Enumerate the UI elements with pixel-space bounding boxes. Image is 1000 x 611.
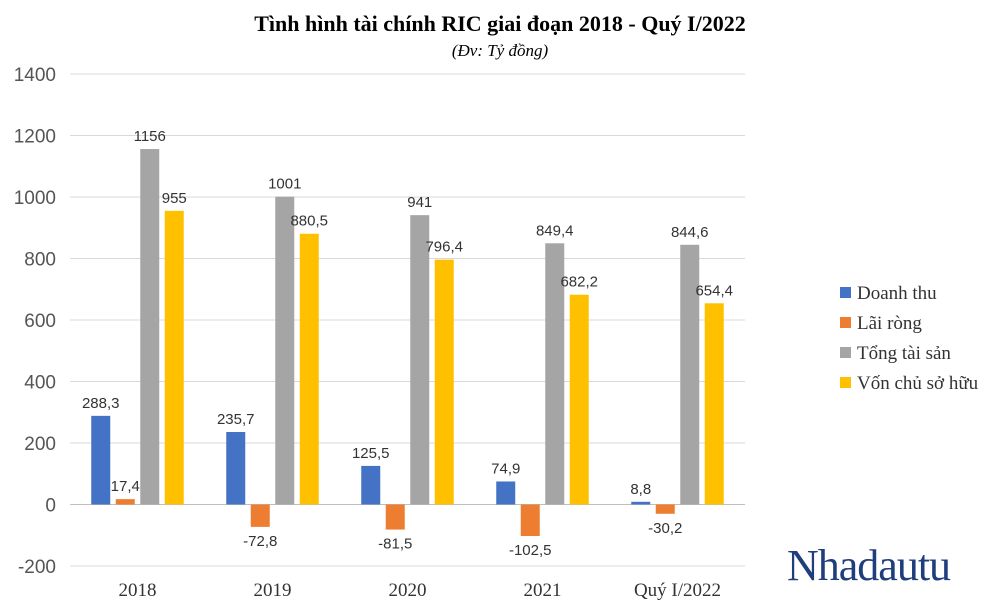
legend-swatch (840, 347, 851, 358)
data-label: 17,4 (111, 478, 140, 495)
bar (226, 432, 246, 505)
data-label: -30,2 (648, 520, 682, 537)
data-label: -81,5 (378, 536, 412, 553)
data-label: 1156 (134, 128, 166, 145)
bar (496, 481, 516, 505)
y-tick-label: 800 (24, 250, 56, 271)
legend-swatch (840, 317, 851, 328)
bar (569, 294, 589, 505)
bar (520, 504, 540, 537)
legend-swatch (840, 377, 851, 388)
watermark-logo: Nhadautu (787, 541, 951, 590)
data-label: -102,5 (509, 542, 552, 559)
y-axis-ticks: -200 0 200 400 600 800 1000 1200 1400 (14, 65, 56, 578)
bar (680, 244, 700, 505)
data-label: 880,5 (290, 213, 328, 230)
bar (545, 243, 565, 505)
data-label: 125,5 (352, 445, 390, 462)
bar (631, 501, 651, 505)
data-label: -72,8 (243, 533, 277, 550)
legend: Doanh thu Lãi ròng Tổng tài sản Vốn chủ sở … (840, 283, 979, 394)
y-tick-label: 600 (24, 311, 56, 332)
data-label: 844,6 (671, 224, 709, 241)
y-tick-label: 1200 (14, 127, 56, 148)
bar (434, 259, 454, 505)
bar (410, 215, 430, 505)
y-tick-label: 1000 (14, 188, 56, 209)
data-label: 682,2 (560, 274, 598, 291)
legend-label: Vốn chủ sở hữu (857, 373, 979, 394)
x-tick-label: 2021 (524, 580, 562, 601)
y-tick-label: 0 (45, 496, 56, 517)
x-axis-ticks: 2018 2019 2020 2021 Quý I/2022 (119, 580, 722, 601)
bar (299, 233, 319, 505)
data-label: 849,4 (536, 222, 574, 239)
data-label: 941 (407, 194, 432, 211)
bar (655, 504, 675, 514)
data-labels: 288,3 17,4 1156 955 235,7 -72,8 1001 880,5 125,5… (82, 128, 733, 559)
y-tick-label: 200 (24, 434, 56, 455)
chart-title: Tình hình tài chính RIC giai đoạn 2018 -… (254, 11, 745, 36)
data-label: 654,4 (695, 282, 733, 299)
data-label: 955 (162, 190, 187, 207)
bar (140, 149, 160, 505)
bar (115, 499, 135, 505)
bar (91, 415, 111, 505)
bar (250, 504, 270, 527)
y-tick-label: 400 (24, 373, 56, 394)
data-label: 1001 (268, 176, 301, 193)
y-tick-label: -200 (18, 557, 56, 578)
legend-label: Doanh thu (857, 283, 937, 304)
bar (164, 210, 184, 505)
bar (361, 465, 381, 505)
data-label: 74,9 (491, 460, 520, 477)
bar (704, 303, 724, 505)
legend-label: Lãi ròng (857, 313, 922, 334)
data-label: 796,4 (425, 239, 463, 256)
data-label: 235,7 (217, 411, 255, 428)
legend-swatch (840, 287, 851, 298)
data-label: 288,3 (82, 395, 120, 412)
bars (91, 149, 724, 537)
data-label: 8,8 (630, 481, 651, 498)
bar (275, 196, 295, 505)
x-tick-label: Quý I/2022 (634, 580, 721, 601)
y-tick-label: 1400 (14, 65, 56, 86)
chart-subtitle: (Đv: Tỷ đồng) (452, 41, 549, 60)
x-tick-label: 2018 (119, 580, 157, 601)
x-tick-label: 2020 (389, 580, 427, 601)
legend-label: Tổng tài sản (857, 343, 951, 364)
bar (385, 504, 405, 530)
x-tick-label: 2019 (254, 580, 292, 601)
